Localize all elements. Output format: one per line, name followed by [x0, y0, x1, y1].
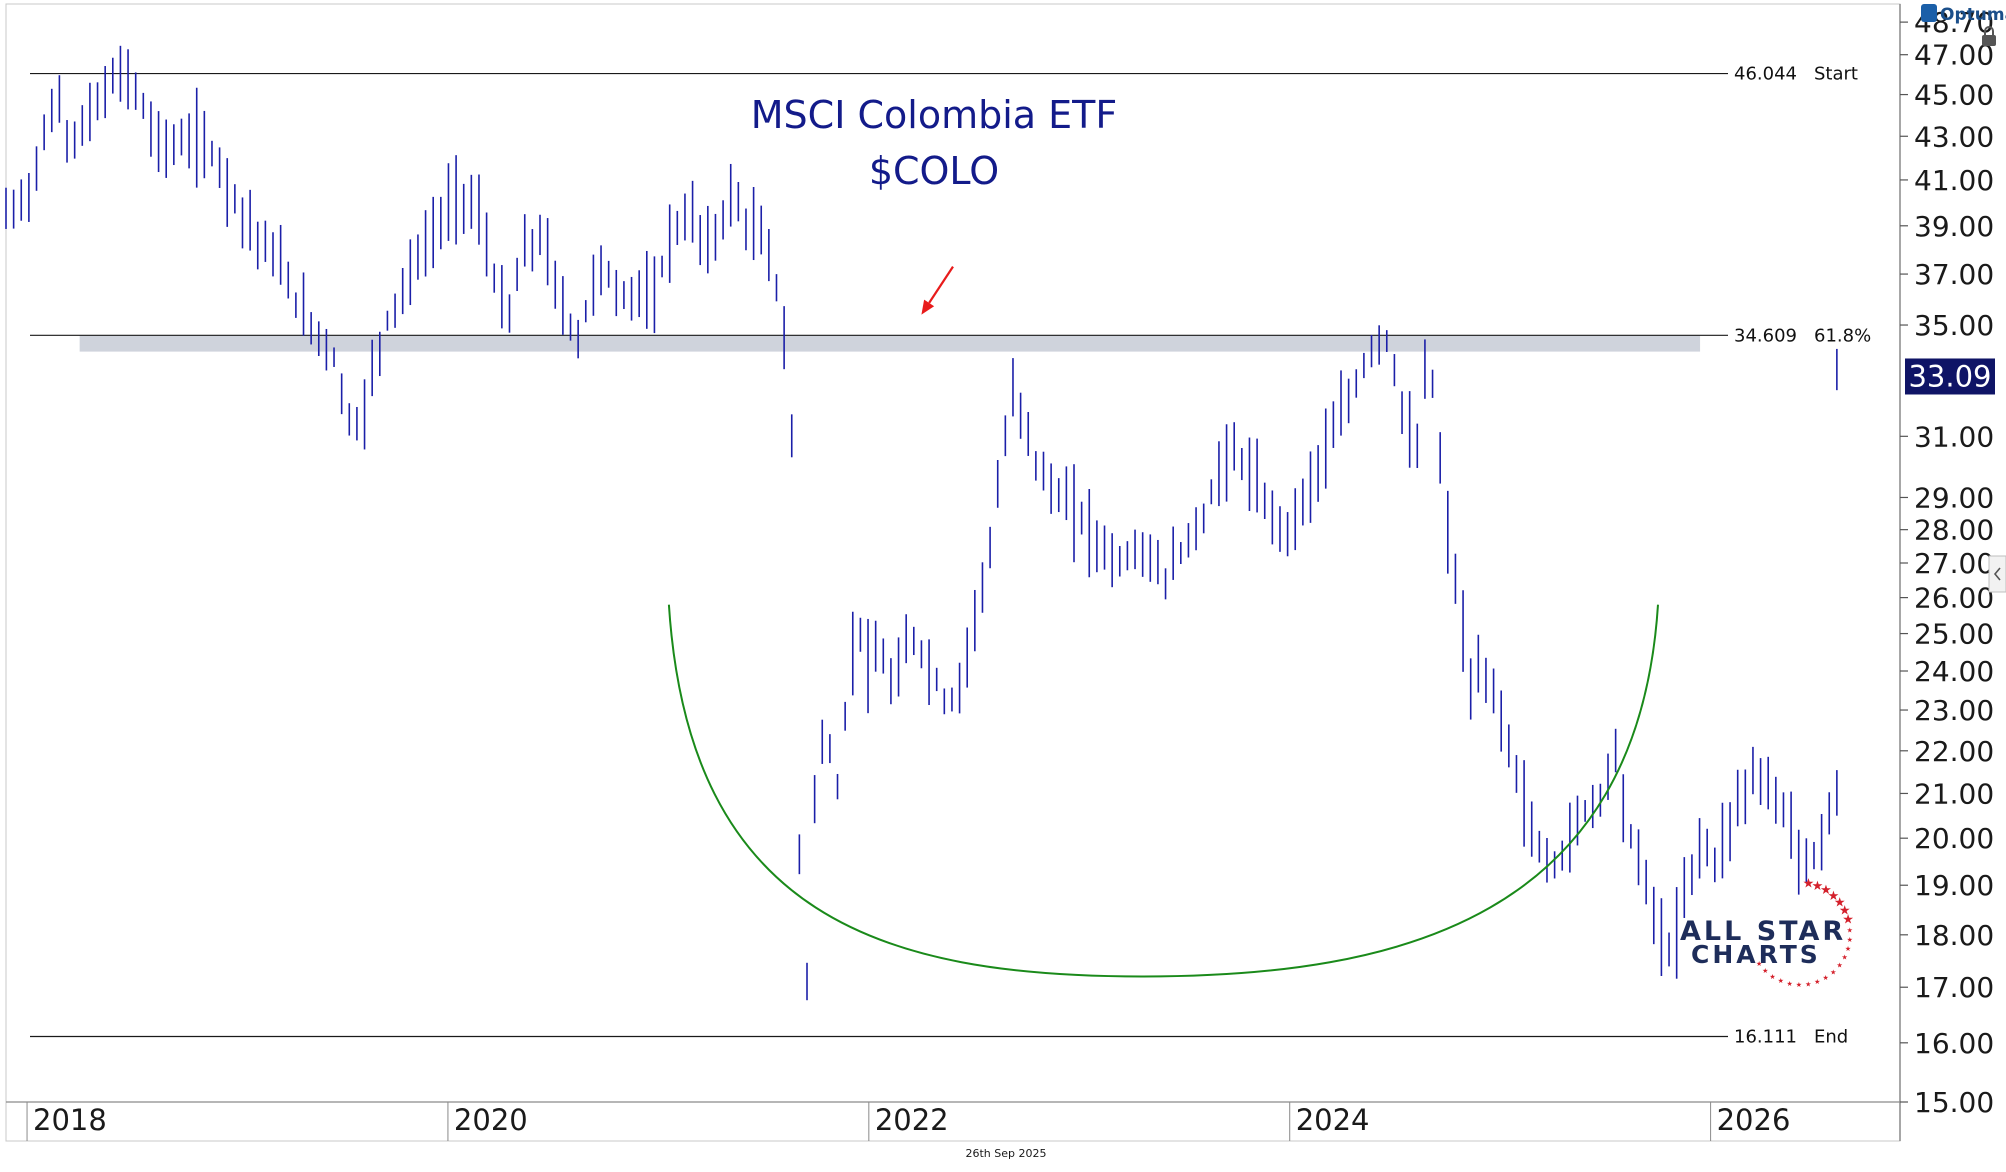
- last-price-label: 33.09: [1908, 359, 1991, 393]
- logo-star: ★: [1769, 973, 1775, 981]
- last-price-box: [1905, 358, 1995, 395]
- level-value-label: 46.044: [1734, 64, 1797, 85]
- lock-icon[interactable]: [1982, 26, 1996, 46]
- y-tick-label: 39.00: [1914, 210, 1994, 243]
- y-tick-label: 20.00: [1914, 822, 1994, 855]
- chart-subtitle: $COLO: [869, 149, 999, 193]
- y-tick-label: 37.00: [1914, 258, 1994, 291]
- y-tick-label: 25.00: [1914, 618, 1994, 651]
- logo-star: ★: [1820, 882, 1832, 897]
- y-tick-label: 47.00: [1914, 39, 1994, 72]
- y-tick-label: 19.00: [1914, 869, 1994, 902]
- logo-star: ★: [1814, 978, 1820, 986]
- y-tick-label: 29.00: [1914, 481, 1994, 514]
- logo-star: ★: [1805, 980, 1811, 988]
- logo-star: ★: [1841, 954, 1847, 962]
- y-tick-label: 22.00: [1914, 735, 1994, 768]
- resistance-zone: [79, 335, 1701, 352]
- logo-star: ★: [1847, 936, 1853, 944]
- chart-title: MSCI Colombia ETF: [751, 93, 1117, 137]
- x-tick-label: 2018: [33, 1103, 107, 1137]
- logo-star: ★: [1834, 895, 1846, 910]
- x-tick-label: 2026: [1717, 1103, 1791, 1137]
- y-tick-label: 17.00: [1914, 971, 1994, 1004]
- logo-star: ★: [1845, 945, 1851, 953]
- chevron-left-icon: [1993, 567, 2001, 581]
- logo-star: ★: [1836, 962, 1842, 970]
- arrow-line: [928, 266, 954, 304]
- levels: 46.044 Start 34.609 61.8% 16.111 End: [30, 64, 1871, 1047]
- y-tick-label: 24.00: [1914, 655, 1994, 688]
- logo-star: ★: [1796, 981, 1802, 989]
- x-axis-ticks: 2018 2020 2022 2024 2026: [26, 1102, 1791, 1141]
- logo-star: ★: [1812, 878, 1824, 893]
- logo-star: ★: [1839, 903, 1851, 918]
- allstarcharts-logo: ALL STAR CHARTS ★★★★★★★★★★★★★★★★★★★★★★: [1680, 876, 1854, 989]
- level-value-label: 16.111: [1734, 1026, 1797, 1047]
- y-tick-label: 16.00: [1914, 1027, 1994, 1060]
- y-tick-label: 31.00: [1914, 420, 1994, 453]
- logo-star: ★: [1830, 968, 1836, 976]
- arrow-head: [921, 299, 935, 315]
- y-tick-label: 28.00: [1914, 514, 1994, 547]
- x-tick-label: 2022: [875, 1103, 949, 1137]
- y-axis-ticks: 15.00 16.00 17.00 18.00 19.00 20.00 21.00 22.00…: [1900, 6, 1994, 1119]
- y-tick-label: 45.00: [1914, 79, 1994, 112]
- date-footer: 26th Sep 2025: [965, 1147, 1046, 1160]
- logo-star: ★: [1847, 926, 1853, 934]
- level-value-label: 34.609: [1734, 325, 1797, 346]
- y-tick-label: 21.00: [1914, 777, 1994, 810]
- y-tick-label: 27.00: [1914, 547, 1994, 580]
- y-tick-label: 35.00: [1914, 309, 1994, 342]
- level-name-label: Start: [1814, 64, 1858, 85]
- y-tick-label: 15.00: [1914, 1086, 1994, 1119]
- logo-text-line1: ALL STAR: [1680, 916, 1846, 947]
- logo-star: ★: [1823, 974, 1829, 982]
- logo-star: ★: [1842, 911, 1854, 926]
- optuma-label: Optuma: [1940, 5, 2006, 25]
- logo-star: ★: [1828, 888, 1840, 903]
- optuma-logo: Optuma: [1921, 4, 2006, 25]
- y-tick-label: 26.00: [1914, 582, 1994, 615]
- logo-stars: ★★★★★★★★★★★★★★★★★★★★★★: [1756, 876, 1854, 989]
- logo-star: ★: [1778, 977, 1784, 985]
- logo-text-line2: CHARTS: [1691, 940, 1821, 969]
- level-name-label: End: [1814, 1026, 1848, 1047]
- level-name-label: 61.8%: [1814, 325, 1871, 346]
- logo-star: ★: [1756, 960, 1762, 968]
- logo-star: ★: [1787, 980, 1793, 988]
- optuma-logo-icon: [1921, 4, 1937, 22]
- y-tick-label: 41.00: [1914, 164, 1994, 197]
- cup-arc: [667, 604, 1659, 978]
- price-bars: [5, 45, 1838, 1001]
- logo-star: ★: [1762, 967, 1768, 975]
- x-tick-label: 2020: [454, 1103, 528, 1137]
- arrow-annotation: [921, 266, 954, 315]
- y-tick-label: 43.00: [1914, 120, 1994, 153]
- logo-star: ★: [1803, 876, 1815, 891]
- y-tick-label: 18.00: [1914, 919, 1994, 952]
- collapse-panel-handle[interactable]: [1988, 555, 2006, 593]
- y-tick-label: 23.00: [1914, 694, 1994, 727]
- x-tick-label: 2024: [1296, 1103, 1370, 1137]
- last-price-badge: 33.09: [1905, 358, 1995, 395]
